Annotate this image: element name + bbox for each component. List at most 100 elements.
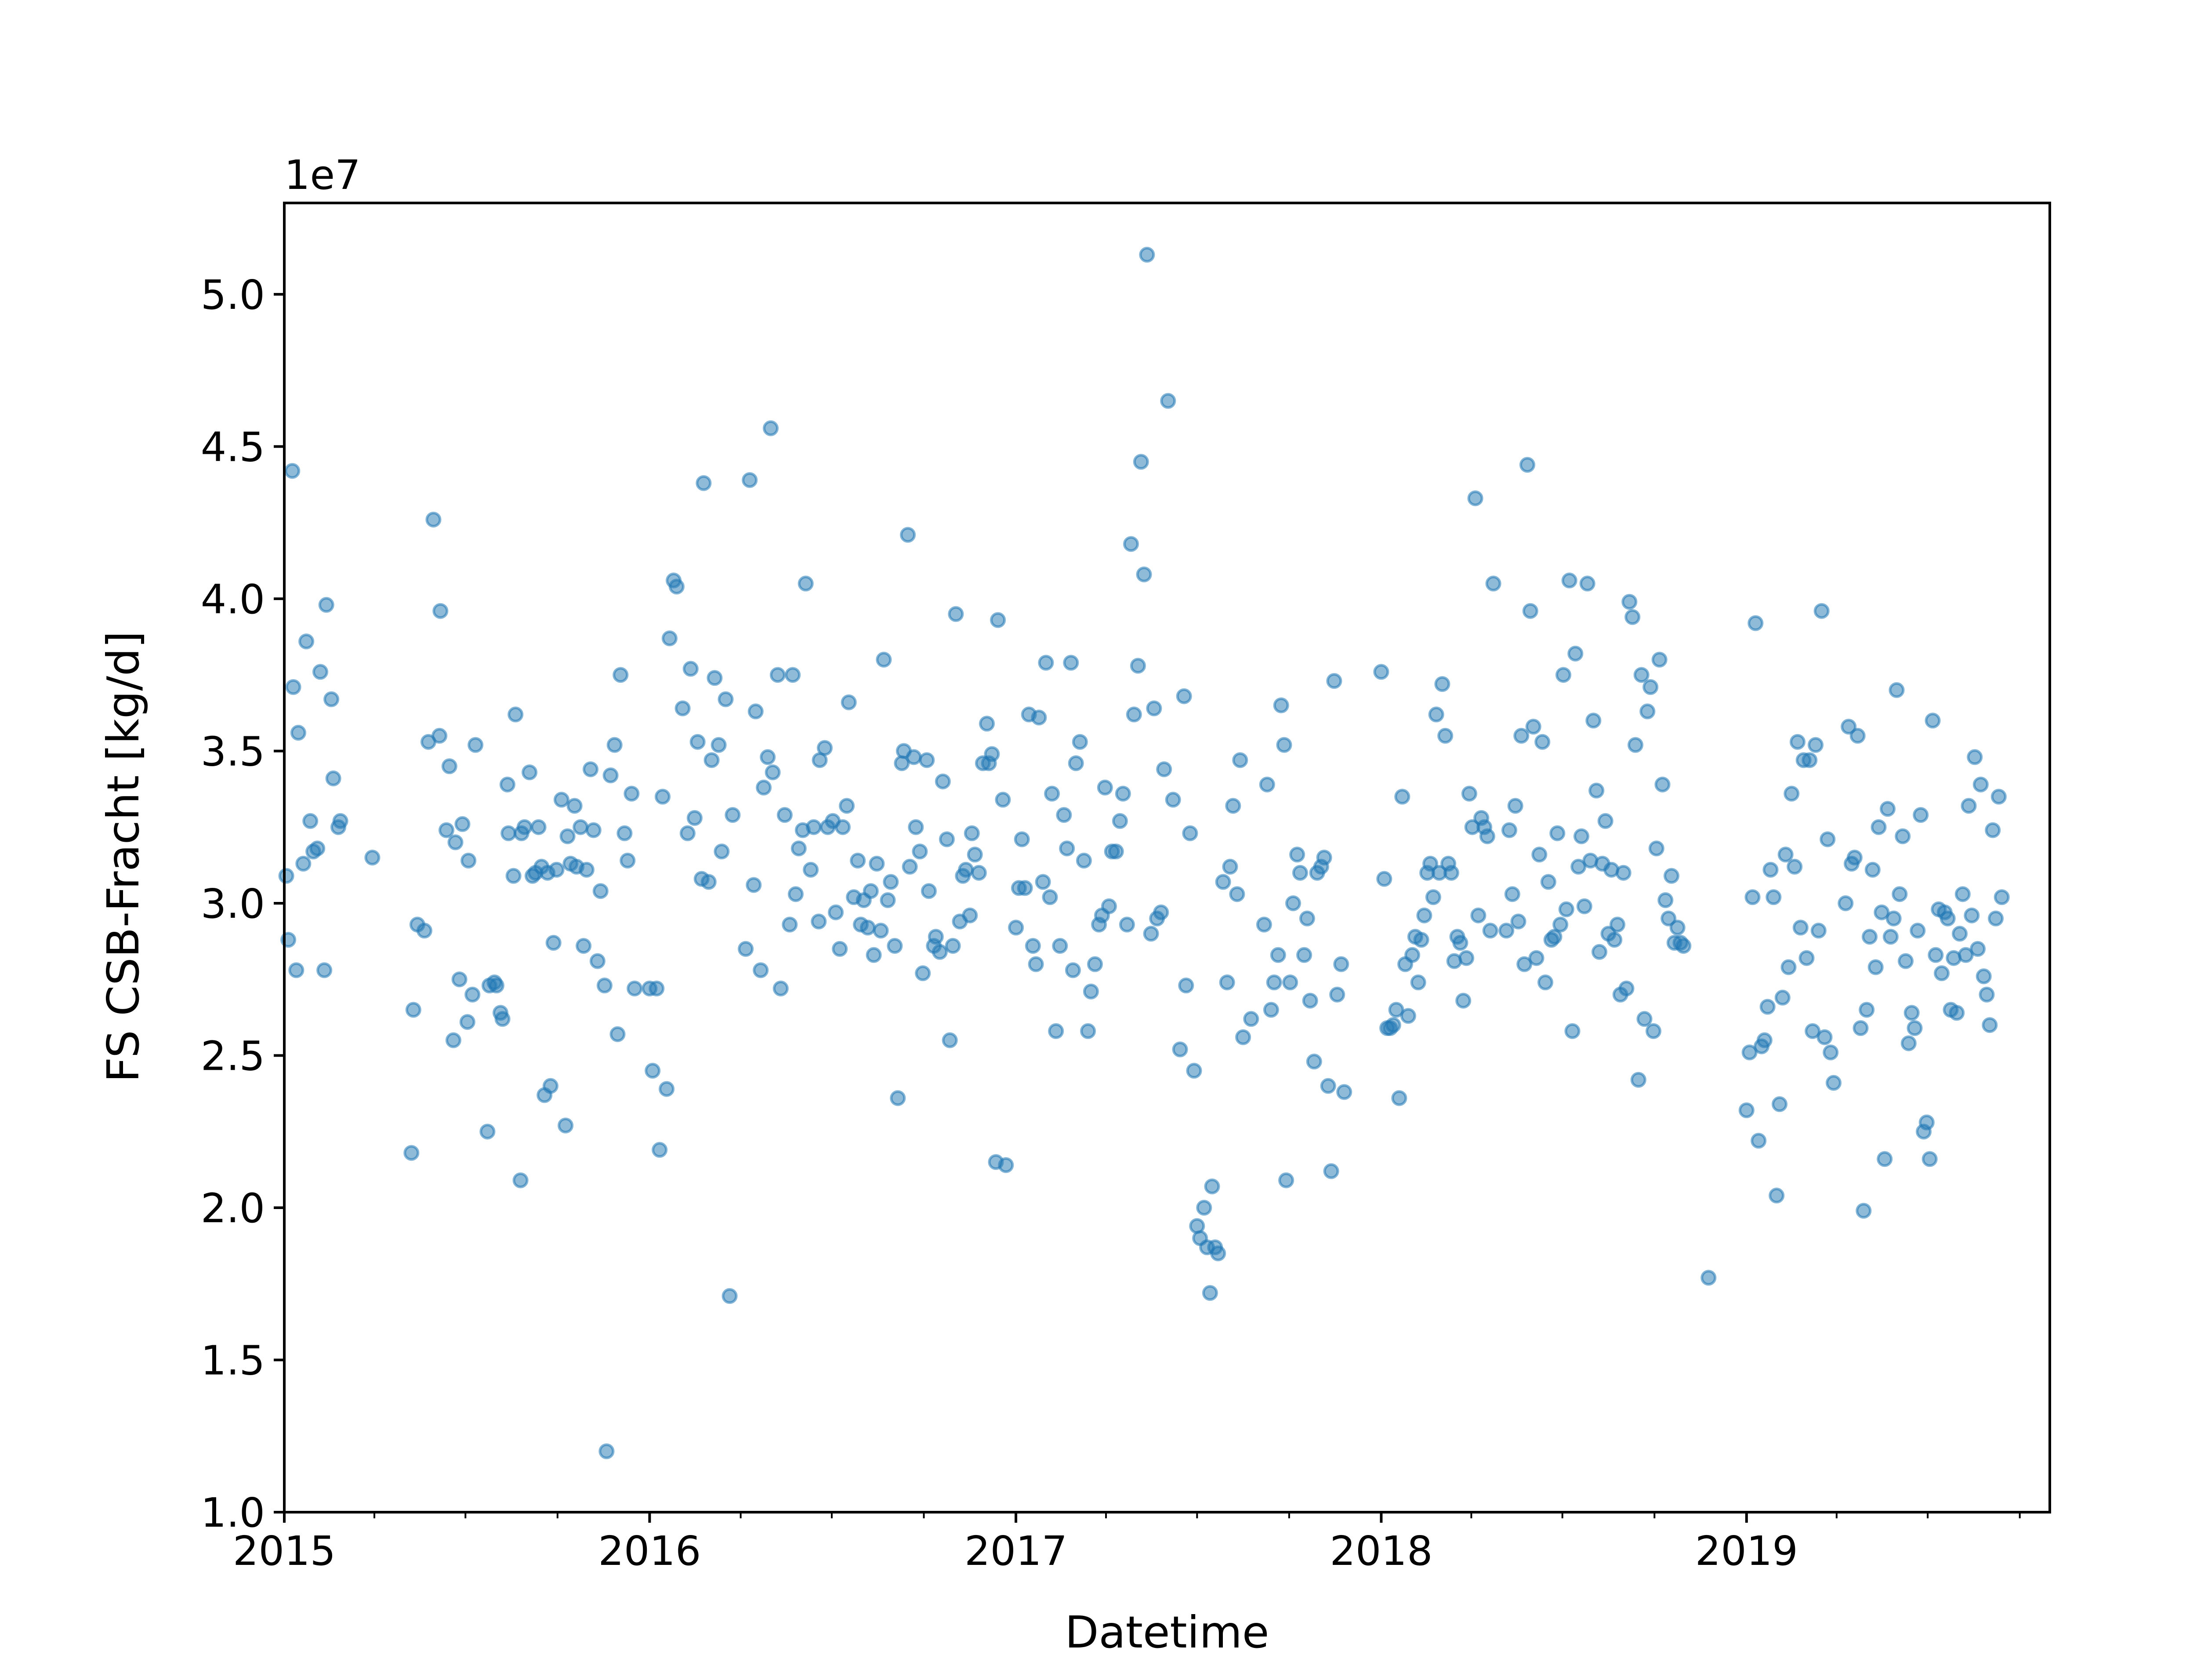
data-point: [1139, 246, 1155, 263]
data-point: [1576, 898, 1592, 914]
data-point: [1970, 941, 1986, 957]
data-point: [714, 844, 730, 860]
data-point: [841, 694, 857, 710]
data-point: [403, 1145, 420, 1161]
data-point: [876, 652, 892, 668]
data-point: [942, 1032, 958, 1048]
data-point: [958, 862, 974, 878]
data-point: [325, 770, 341, 786]
data-point: [928, 929, 944, 945]
data-point: [1898, 953, 1914, 969]
data-point: [1017, 880, 1033, 896]
data-point: [1952, 926, 1968, 942]
data-point: [1853, 1020, 1869, 1036]
data-point: [772, 981, 789, 996]
data-point: [1498, 923, 1515, 939]
data-point: [1076, 852, 1092, 869]
data-point: [1585, 713, 1602, 729]
data-point: [1877, 1151, 1893, 1167]
data-point: [545, 935, 562, 951]
data-point: [548, 862, 565, 878]
data-point: [1235, 1029, 1251, 1045]
data-point: [1108, 844, 1124, 860]
data-point: [1276, 737, 1292, 753]
data-point: [494, 1011, 511, 1027]
data-point: [620, 852, 636, 869]
data-point: [1222, 858, 1238, 875]
data-point: [756, 779, 772, 796]
data-point: [1675, 938, 1692, 954]
data-point: [721, 1288, 738, 1304]
data-point: [1816, 1029, 1833, 1045]
data-point: [1769, 1188, 1785, 1204]
data-point: [558, 1117, 574, 1133]
data-point: [686, 810, 703, 826]
data-point: [979, 716, 995, 732]
data-point: [1880, 801, 1896, 817]
data-point: [1990, 789, 2007, 805]
data-point: [1243, 1011, 1259, 1027]
data-point: [1802, 752, 1818, 768]
data-point: [1065, 962, 1081, 978]
data-point: [839, 798, 855, 814]
data-point: [500, 825, 517, 841]
data-point: [1329, 986, 1345, 1003]
data-point: [1741, 1044, 1758, 1061]
data-point: [1225, 798, 1241, 814]
x-axis-title: Datetime: [1065, 1607, 1269, 1658]
data-point: [1302, 992, 1318, 1009]
data-point: [439, 822, 454, 838]
data-point: [578, 862, 595, 878]
data-point: [1482, 923, 1498, 939]
data-point: [1080, 1023, 1096, 1039]
data-point: [1900, 1035, 1917, 1051]
data-point: [1972, 776, 1989, 793]
data-point: [441, 758, 457, 775]
data-point: [1889, 682, 1905, 698]
data-point: [576, 938, 592, 954]
data-point: [1744, 889, 1761, 905]
data-point: [1101, 898, 1117, 914]
data-point: [1485, 576, 1501, 592]
data-point: [1510, 913, 1526, 930]
data-point: [1452, 935, 1468, 951]
y-tick-label: 3.5: [201, 728, 265, 775]
data-point: [1165, 792, 1181, 808]
data-point: [602, 767, 619, 783]
data-point: [1787, 858, 1803, 875]
data-point: [505, 868, 522, 884]
x-tick-label: 2015: [233, 1528, 336, 1575]
data-point: [445, 1032, 461, 1048]
data-point: [1790, 734, 1805, 750]
data-point: [1558, 901, 1574, 917]
data-point: [1907, 1020, 1923, 1036]
data-point: [908, 819, 924, 835]
data-point: [803, 862, 819, 878]
data-point: [746, 877, 762, 893]
data-point: [828, 904, 844, 920]
data-point: [661, 630, 678, 646]
data-point: [962, 907, 978, 923]
data-point: [668, 579, 685, 595]
data-point: [488, 978, 504, 994]
data-point: [1774, 989, 1791, 1006]
data-point: [776, 807, 793, 823]
data-point: [1639, 703, 1656, 720]
data-point: [1437, 728, 1454, 744]
data-point: [1555, 667, 1571, 683]
data-point: [1285, 895, 1301, 911]
data-point: [1549, 825, 1566, 841]
y-tick-label: 4.5: [201, 424, 265, 471]
data-point: [1784, 786, 1800, 802]
data-point: [1624, 609, 1641, 625]
data-point: [1921, 1151, 1938, 1167]
data-point: [1762, 862, 1779, 878]
data-point: [782, 916, 798, 933]
data-point: [682, 661, 699, 677]
data-point: [285, 679, 301, 695]
data-point: [1871, 819, 1887, 835]
data-point: [508, 706, 524, 723]
data-point: [1410, 974, 1426, 991]
data-point: [1910, 923, 1926, 939]
